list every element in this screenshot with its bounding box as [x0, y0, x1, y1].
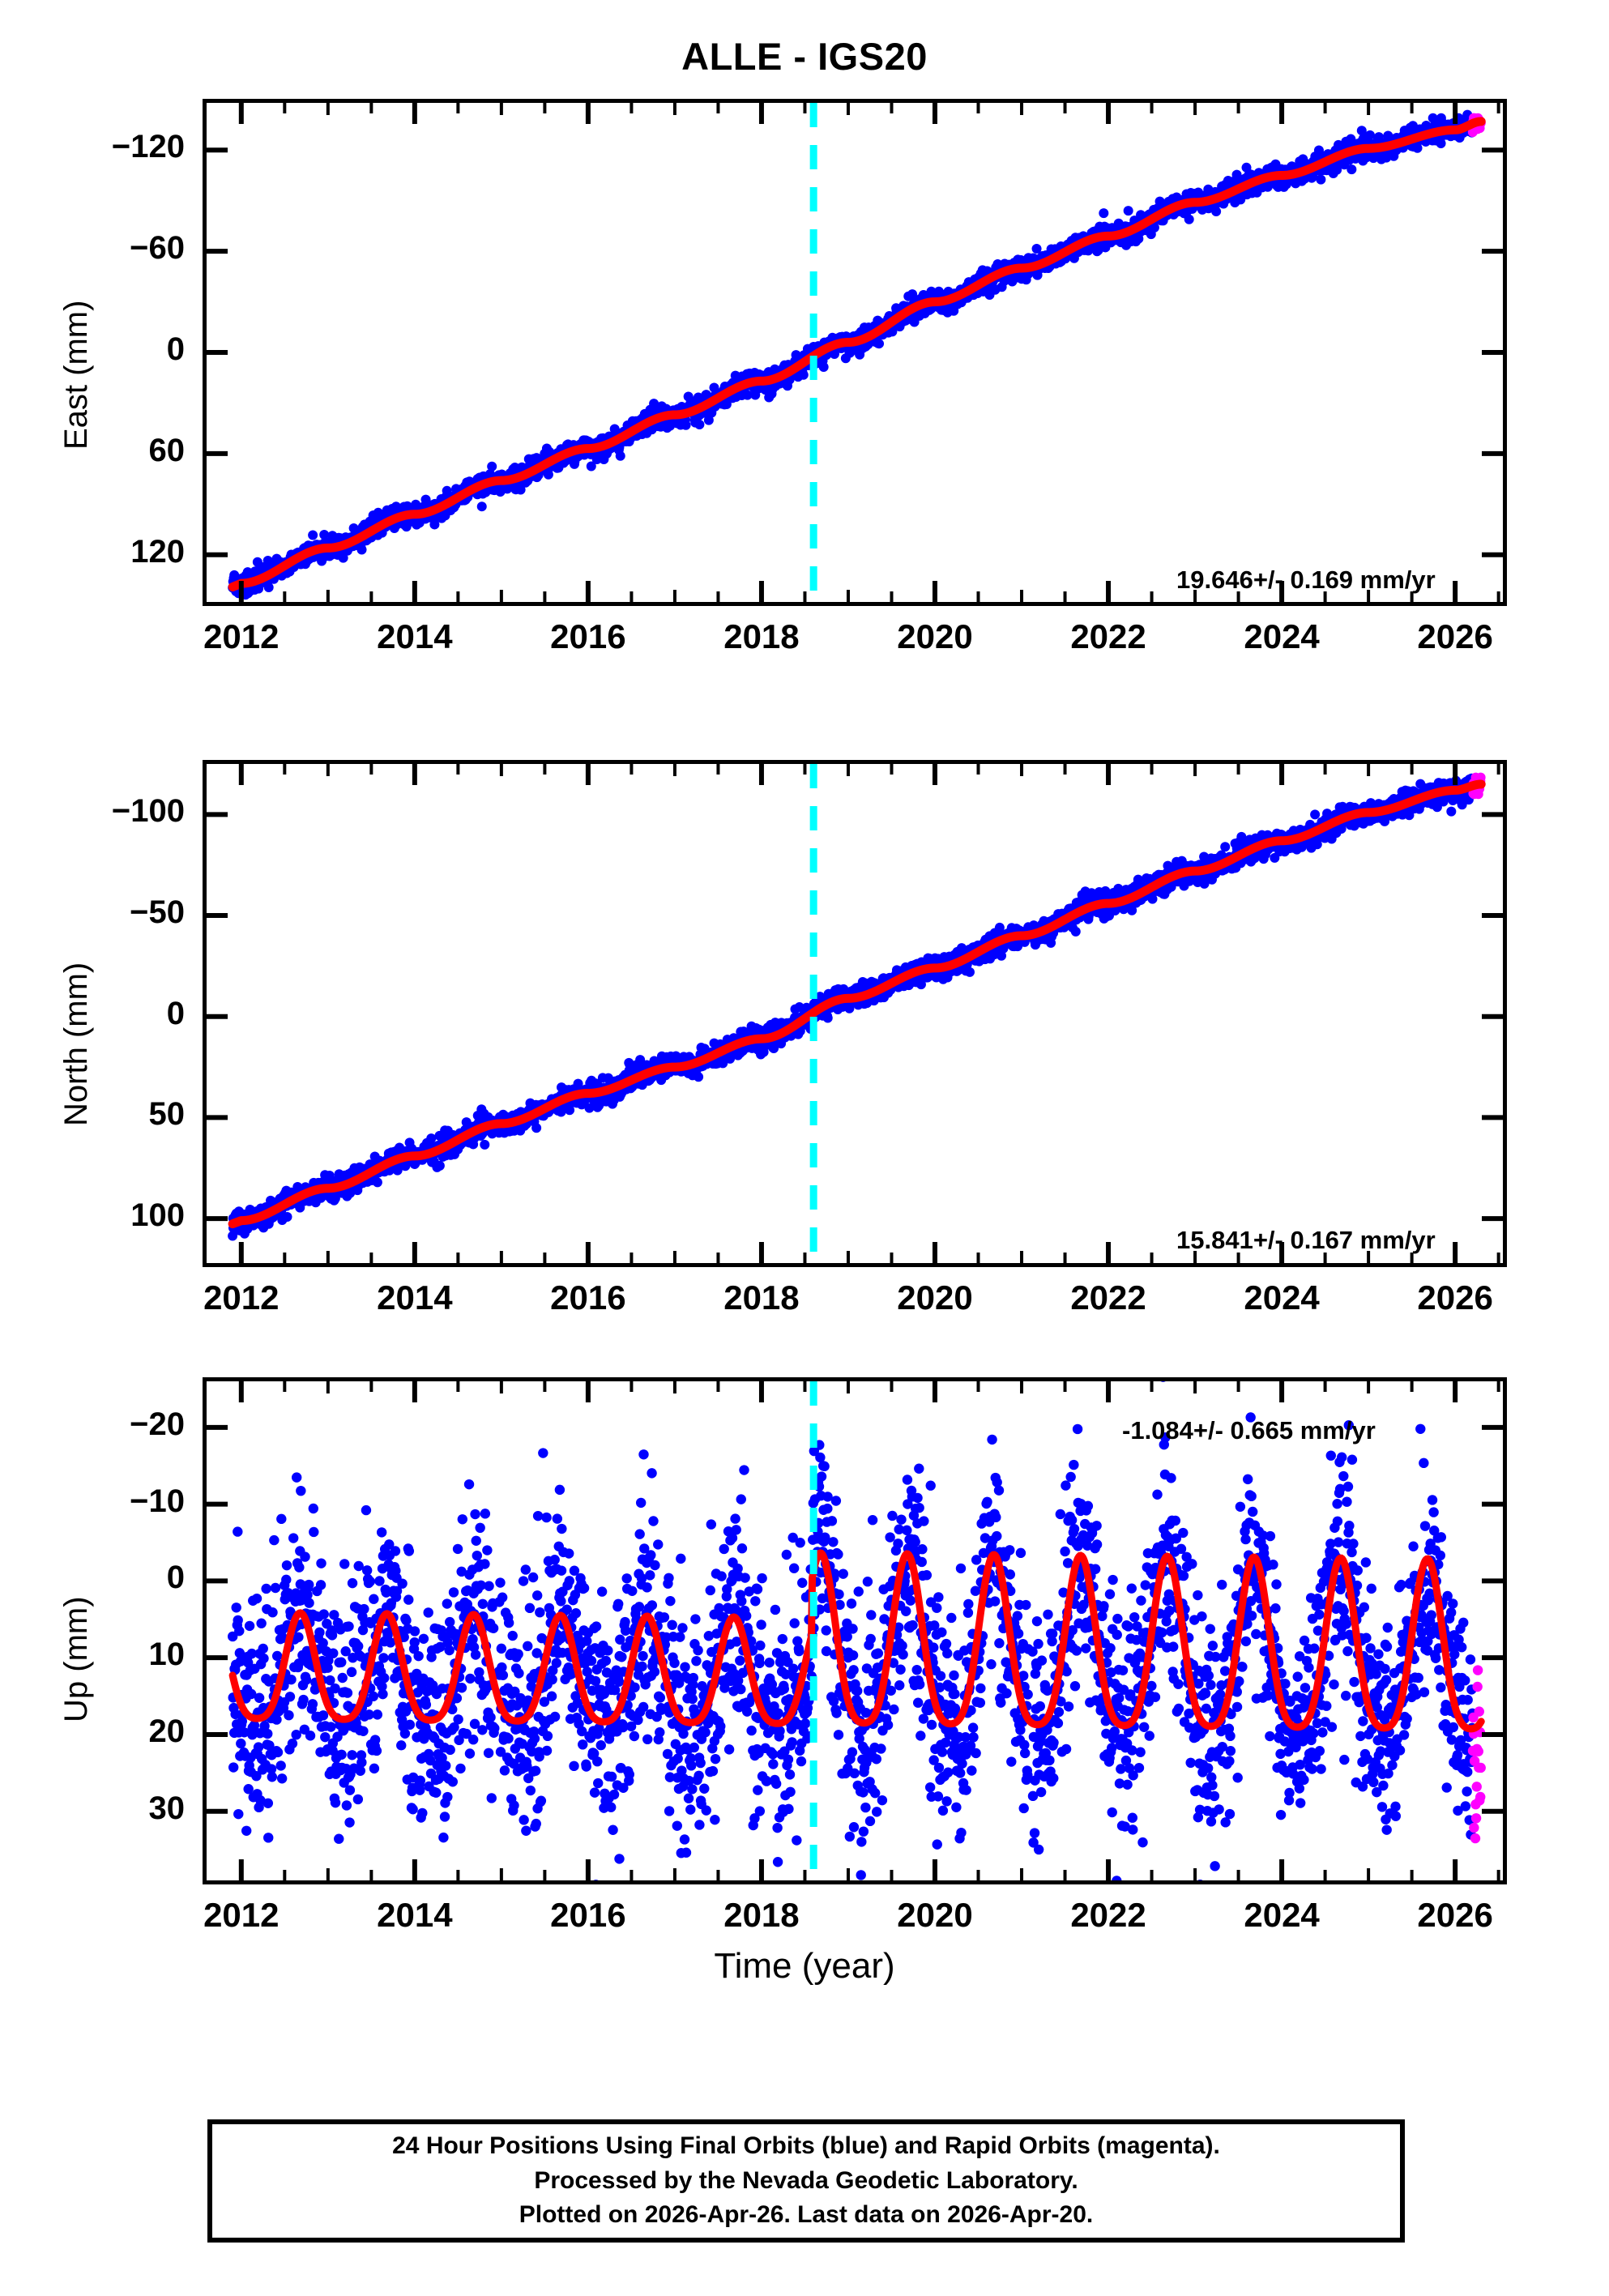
data-point-final [372, 1177, 382, 1188]
data-point-final [1184, 214, 1194, 224]
data-point-final [1412, 143, 1423, 153]
panel-north-frame [203, 760, 1507, 1267]
data-point-final [798, 369, 809, 380]
data-point-final [1211, 207, 1222, 217]
data-point-final [263, 583, 274, 593]
xtick-label: 2018 [723, 617, 800, 655]
data-point-final [1123, 206, 1133, 216]
axis-ticks-east [207, 103, 1503, 602]
data-point-final [319, 530, 330, 540]
data-point-final [228, 1231, 238, 1241]
data-point-final [1381, 152, 1392, 163]
data-point-final [818, 362, 829, 372]
data-point-final [531, 1123, 542, 1133]
ytick-label: 120 [130, 533, 185, 570]
xtick-label: 2022 [1070, 617, 1146, 655]
data-point-final [308, 530, 318, 540]
data-point-final [887, 326, 898, 337]
data-point-final [1149, 222, 1159, 233]
xtick-label: 2020 [897, 617, 973, 655]
data-point-final [324, 1171, 335, 1181]
panel-north [203, 760, 1507, 1267]
data-point-final [282, 1211, 292, 1222]
ytick-label: 60 [148, 432, 186, 468]
data-point-final [426, 1133, 437, 1144]
data-point-final [356, 544, 367, 555]
data-point-final [543, 469, 553, 480]
data-point-final [586, 461, 596, 472]
data-point-final [573, 1078, 583, 1089]
panel-east-plot [207, 103, 1503, 602]
ytick-label: −60 [130, 230, 185, 267]
page-title: ALLE - IGS20 [681, 35, 928, 78]
panel-east-rate-annotation: 19.646+/- 0.169 mm/yr [1176, 565, 1436, 594]
data-point-final [907, 289, 918, 300]
data-point-final [1316, 174, 1326, 185]
data-point-final [742, 390, 753, 400]
data-point-final [1031, 244, 1042, 254]
data-point-final [487, 461, 497, 472]
data-point-final [565, 1105, 575, 1116]
data-layer-north [228, 764, 1486, 1263]
data-point-final [480, 1139, 490, 1150]
data-point-final [515, 484, 526, 495]
data-point-final [1436, 139, 1446, 149]
data-point-final [874, 339, 885, 349]
data-point-final [709, 382, 719, 393]
data-point-final [694, 419, 705, 429]
data-point-final [434, 1160, 445, 1171]
data-point-final [1332, 164, 1342, 175]
panel-east [203, 99, 1507, 606]
xtick-label: 2014 [377, 617, 453, 655]
data-point-final [822, 1013, 833, 1023]
data-point-final [1347, 164, 1357, 175]
xtick-label: 2026 [1417, 617, 1493, 655]
model-fit-curve [228, 117, 1486, 591]
panel-east-ylabel: East (mm) [58, 300, 94, 450]
data-point-final [1365, 130, 1375, 140]
data-point-final [694, 1072, 704, 1082]
data-point-final [476, 501, 487, 512]
data-point-final [1099, 208, 1109, 219]
data-point-final [615, 450, 625, 461]
ytick-label: −120 [111, 129, 185, 165]
xtick-label: 2024 [1244, 617, 1320, 655]
xtick-label: 2012 [203, 617, 280, 655]
data-point-final [1356, 126, 1367, 136]
data-point-final [338, 553, 348, 563]
data-layer-east [228, 103, 1486, 602]
data-point-final [703, 415, 714, 425]
data-point-final [681, 420, 691, 430]
ytick-label: 0 [166, 331, 185, 367]
xtick-label: 2016 [550, 617, 626, 655]
panel-north-plot [207, 764, 1503, 1263]
data-point-final [964, 967, 975, 977]
